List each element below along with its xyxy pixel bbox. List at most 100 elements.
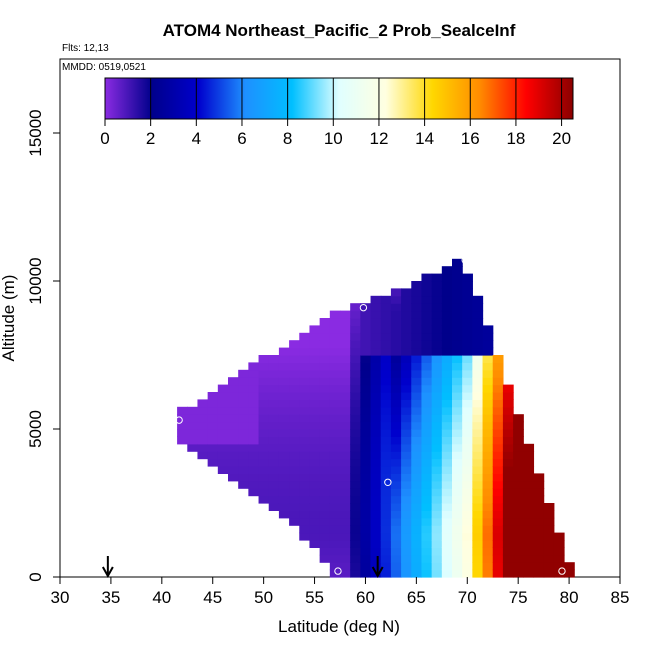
heatmap-cell	[217, 392, 229, 400]
heatmap-cell	[217, 458, 229, 467]
heatmap-cell	[380, 303, 392, 312]
heatmap-cell	[350, 318, 361, 326]
heatmap-cell	[441, 295, 453, 304]
heatmap-cell	[452, 436, 463, 445]
heatmap-cell	[482, 414, 494, 423]
heatmap-cell	[360, 473, 372, 482]
heatmap-cell	[472, 310, 484, 319]
heatmap-cell	[513, 554, 524, 563]
heatmap-cell	[482, 503, 494, 511]
heatmap-cell	[370, 554, 382, 563]
heatmap-cell	[177, 429, 188, 437]
heatmap-cell	[268, 392, 280, 400]
heatmap-cell	[421, 362, 433, 371]
heatmap-cell	[411, 547, 423, 556]
heatmap-cell	[401, 340, 412, 349]
heatmap-cell	[228, 473, 239, 482]
heatmap-cell	[431, 414, 443, 423]
heatmap-cell	[319, 421, 331, 430]
heatmap-cell	[329, 429, 341, 437]
heatmap-cell	[472, 347, 484, 356]
heatmap-cell	[299, 347, 311, 356]
heatmap-cell	[401, 510, 412, 519]
heatmap-cell	[411, 377, 423, 386]
heatmap-cell	[462, 340, 473, 349]
heatmap-cell	[340, 414, 351, 423]
heatmap-cell	[370, 421, 382, 430]
colorbar-tick-label: 6	[237, 129, 246, 148]
heatmap-cell	[452, 547, 463, 556]
heatmap-cell	[492, 436, 504, 445]
heatmap-cell	[452, 295, 463, 304]
heatmap-cell	[248, 458, 260, 467]
heatmap-cell	[360, 458, 372, 467]
heatmap-cell	[441, 355, 453, 363]
heatmap-cell	[340, 547, 351, 556]
heatmap-cell	[248, 399, 260, 408]
heatmap-cell	[268, 473, 280, 482]
heatmap-cell	[401, 547, 412, 556]
heatmap-cell	[492, 540, 504, 548]
heatmap-cell	[329, 369, 341, 378]
heatmap-cell	[482, 384, 494, 393]
heatmap-cell	[370, 547, 382, 556]
heatmap-cell	[370, 406, 382, 415]
heatmap-cell	[350, 429, 361, 437]
heatmap-cell	[513, 466, 524, 474]
heatmap-cell	[350, 303, 361, 312]
heatmap-cell	[217, 414, 229, 423]
heatmap-cell	[350, 554, 361, 563]
heatmap-cell	[370, 495, 382, 504]
heatmap-cell	[340, 362, 351, 371]
heatmap-cell	[380, 392, 392, 400]
heatmap-cell	[360, 495, 372, 504]
heatmap-cell	[319, 392, 331, 400]
heatmap-cell	[390, 332, 402, 341]
heatmap-cell	[360, 480, 372, 489]
heatmap-cell	[441, 288, 453, 297]
heatmap-cell	[492, 414, 504, 423]
heatmap-cell	[258, 436, 270, 445]
heatmap-cell	[472, 340, 484, 349]
heatmap-cell	[309, 369, 321, 378]
heatmap-cell	[258, 406, 270, 415]
heatmap-cell	[401, 310, 412, 319]
heatmap-cell	[401, 480, 412, 489]
heatmap-cell	[482, 554, 494, 563]
heatmap-cell	[258, 377, 270, 386]
heatmap-cell	[360, 362, 372, 371]
heatmap-cell	[452, 392, 463, 400]
x-axis: 30 35 40 45 50 55 60 65 70 75 80 85	[51, 577, 629, 607]
heatmap-cell	[238, 392, 249, 400]
heatmap-cell	[411, 436, 423, 445]
heatmap-cell	[238, 466, 249, 474]
heatmap-cell	[482, 488, 494, 497]
heatmap-cell	[390, 288, 402, 297]
heatmap-cell	[187, 421, 199, 430]
heatmap-cell	[238, 458, 249, 467]
heatmap-cell	[472, 503, 484, 511]
heatmap-cell	[411, 569, 423, 578]
heatmap-cell	[309, 421, 321, 430]
x-axis-label: Latitude (deg N)	[278, 617, 400, 636]
heatmap-cell	[431, 318, 443, 326]
heatmap-cell	[268, 429, 280, 437]
heatmap-cell	[360, 399, 372, 408]
heatmap-cell	[523, 443, 535, 452]
heatmap-cell	[462, 547, 473, 556]
heatmap-cell	[278, 495, 290, 504]
heatmap-cell	[462, 562, 473, 571]
heatmap-cell	[248, 377, 260, 386]
heatmap-cell	[502, 562, 514, 571]
heatmap-cell	[472, 392, 484, 400]
heatmap-cell	[431, 554, 443, 563]
heatmap-cell	[401, 443, 412, 452]
heatmap-cell	[452, 340, 463, 349]
heatmap-cell	[228, 392, 239, 400]
heatmap-cell	[441, 503, 453, 511]
heatmap-cell	[248, 443, 260, 452]
heatmap-cell	[492, 510, 504, 519]
heatmap-cell	[492, 362, 504, 371]
x-tick-label: 40	[152, 588, 171, 607]
heatmap-cell	[309, 480, 321, 489]
